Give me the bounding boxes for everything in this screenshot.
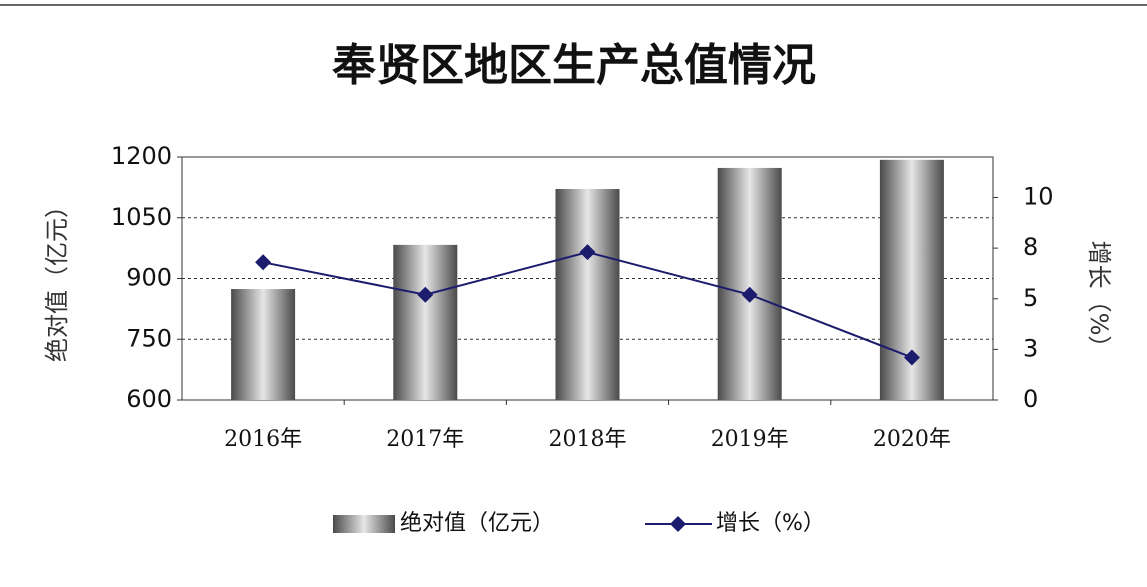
- legend-label: 增长（%）: [716, 511, 825, 536]
- chart-title: 奉贤区地区生产总值情况: [332, 40, 816, 91]
- y-tick-label: 750: [126, 324, 172, 352]
- x-tick-label: 2018年: [549, 427, 627, 452]
- bar: [717, 167, 782, 400]
- legend-marker: [670, 516, 686, 532]
- y-tick-label: 900: [126, 264, 172, 292]
- y-tick-label: 1200: [111, 142, 172, 170]
- y2-tick-label: 0: [1023, 385, 1038, 413]
- y2-tick-label: 8: [1023, 233, 1038, 261]
- legend-swatch: [333, 515, 395, 533]
- bar: [555, 188, 620, 400]
- line-marker: [903, 349, 920, 366]
- y2-tick-label: 5: [1023, 284, 1038, 312]
- y-axis-label: 绝对值（亿元）: [43, 194, 71, 362]
- line-marker: [417, 286, 434, 303]
- bar: [393, 244, 458, 400]
- y-tick-label: 1050: [111, 203, 172, 231]
- line-marker: [255, 254, 272, 271]
- line-marker: [579, 244, 596, 261]
- legend-label: 绝对值（亿元）: [400, 511, 554, 536]
- bar: [231, 289, 296, 400]
- y2-tick-label: 10: [1023, 183, 1054, 211]
- y2-tick-label: 3: [1023, 334, 1038, 362]
- x-tick-label: 2016年: [224, 427, 302, 452]
- x-tick-label: 2017年: [386, 427, 464, 452]
- x-tick-label: 2019年: [711, 427, 789, 452]
- x-tick-label: 2020年: [873, 427, 951, 452]
- line-marker: [741, 286, 758, 303]
- y-tick-label: 600: [126, 385, 172, 413]
- y2-axis-label: 增长（%）: [1085, 241, 1113, 360]
